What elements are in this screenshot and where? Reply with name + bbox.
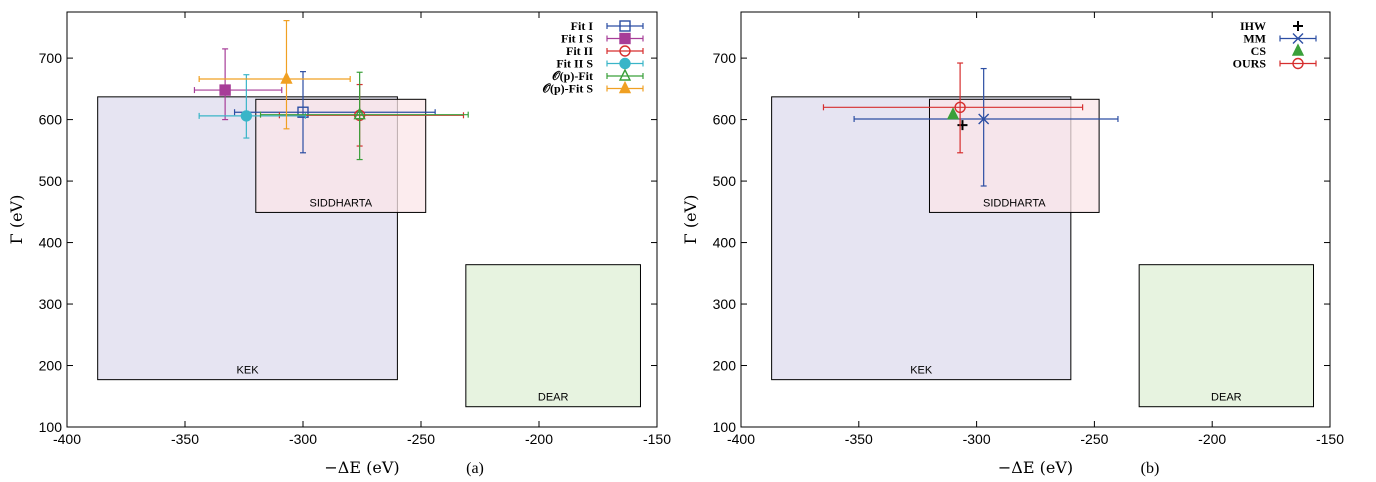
x-axis-label: −ΔE (eV) [998,458,1073,477]
x-tick-label: -300 [289,431,317,447]
x-tick-label: -250 [407,431,435,447]
series-0 [233,71,436,154]
legend-label: 𝒪(p)-Fit [552,69,593,83]
region-dear [1138,264,1315,408]
y-tick-label: 700 [713,50,737,66]
data-point [297,106,309,118]
x-tick-label: -200 [1198,431,1226,447]
data-point [957,120,968,131]
data-point [353,107,366,120]
x-tick-label: -200 [525,431,553,447]
x-tick-label: -350 [171,431,199,447]
legend-item: Fit I S [561,32,644,46]
y-tick-label: 500 [39,173,63,189]
legend-label: MM [1243,32,1266,46]
panel-label: (b) [1141,460,1160,477]
y-tick-label: 200 [713,358,737,374]
data-point [280,71,293,84]
plot-frame [66,11,658,428]
legend-marker [1293,21,1303,31]
series-3 [198,74,306,139]
y-tick-label: 400 [39,235,63,251]
region-dear [465,264,641,408]
x-tick-label: -250 [1080,431,1108,447]
data-point [219,84,231,96]
legend-item: OURS [1233,57,1317,71]
legend-item: Fit II [566,44,644,58]
legend-marker [619,57,631,70]
x-axis-label: −ΔE (eV) [324,458,399,477]
chart-panel-a: KEK SIDDHARTA DEAR -400 -350 -300 -250 -200 -150… [7,11,671,477]
panel-label: (a) [466,460,484,477]
legend-item: 𝒪(p)-Fit [552,68,644,83]
legend-marker [1292,57,1304,70]
series-1 [193,48,283,121]
data-point [954,101,966,113]
legend-item: MM [1243,32,1317,46]
legend-marker [1292,33,1304,44]
legend-item: Fit I [571,19,644,33]
region-label: KEK [910,365,933,377]
legend-label: Fit II [566,44,593,58]
x-tick-label: -300 [963,431,991,447]
legend-label: OURS [1233,57,1267,71]
x-tick-label: -400 [53,431,81,447]
y-tick-label: 200 [39,358,63,374]
y-tick-label: 700 [39,50,63,66]
series-2 [946,107,960,120]
x-tick-label: -150 [643,431,671,447]
x-tick-label: -350 [845,431,873,447]
legend-marker [619,20,631,32]
legend-item: 𝒪(p)-Fit S [542,80,644,96]
legend-label: Fit I [571,19,594,33]
legend-marker [1291,43,1305,56]
y-tick-label: 500 [713,173,737,189]
x-tick-label: -400 [727,431,755,447]
x-tick-label: -150 [1316,431,1344,447]
data-point [946,107,960,120]
legend-label: Fit I S [561,32,593,46]
y-tick-label: 400 [713,235,737,251]
y-tick-label: 300 [713,296,737,312]
legend-label: 𝒪(p)-Fit S [542,82,593,96]
region-label: SIDDHARTA [983,197,1046,209]
legend-marker [619,45,631,57]
series-3 [822,62,1084,154]
region-siddharta [255,98,427,213]
legend-item: CS [1251,43,1305,58]
legend-marker [618,68,632,81]
legend-item: Fit II S [556,57,644,71]
legend-item: IHW [1240,19,1303,33]
legend-label: CS [1251,44,1267,58]
y-tick-label: 100 [39,419,63,435]
region-label: SIDDHARTA [309,197,372,209]
y-tick-label: 300 [39,296,63,312]
plot-frame [740,11,1331,428]
y-axis-label: Γ (eV) [681,195,700,245]
region-label: DEAR [1211,392,1242,404]
legend-label: IHW [1240,19,1266,33]
series-5 [198,20,351,130]
series-4 [259,71,469,161]
chart-panel-b: KEK SIDDHARTA DEAR -400 -350 -300 -250 -200 -150… [681,11,1344,477]
data-point [240,110,253,122]
series-0 [957,120,968,131]
y-axis-label: Γ (eV) [7,195,26,245]
legend-marker [618,80,632,94]
legend-marker [619,32,631,45]
y-tick-label: 600 [39,112,63,128]
y-tick-label: 600 [713,112,737,128]
region-label: KEK [237,365,260,377]
region-label: DEAR [538,392,569,404]
series-1 [853,67,1119,187]
y-tick-label: 100 [713,419,737,435]
legend-label: Fit II S [556,57,593,71]
data-point [978,113,990,125]
